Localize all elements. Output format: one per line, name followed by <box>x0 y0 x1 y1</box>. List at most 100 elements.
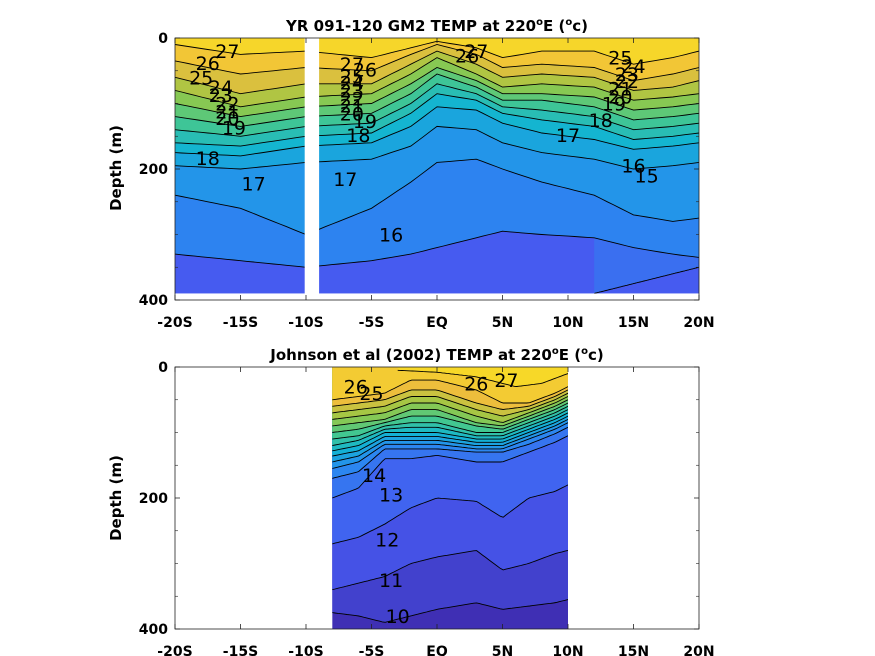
contour-label: 26 <box>353 59 377 81</box>
contour-label: 25 <box>359 383 383 405</box>
isotherm-26 <box>175 44 699 82</box>
contour-label: 27 <box>215 41 239 63</box>
contour-label: 16 <box>379 225 403 247</box>
isotherm-15 <box>332 422 569 469</box>
contour-label: 21 <box>340 95 364 117</box>
isotherm-20 <box>175 93 699 147</box>
y-axis-label: Depth (m) <box>107 455 125 541</box>
contour-label: 24 <box>209 77 233 99</box>
x-tick-label: -10S <box>288 644 323 656</box>
contour-label: 27 <box>464 41 488 63</box>
contour-label: 26 <box>455 46 479 68</box>
isotherm-23 <box>175 67 699 118</box>
contour-label: 17 <box>333 169 357 191</box>
contour-label: 22 <box>340 88 364 110</box>
y-tick-label: 400 <box>139 293 168 309</box>
y-tick-label: 0 <box>158 360 168 376</box>
contour-label: 17 <box>242 173 266 195</box>
contour-label: 23 <box>209 85 233 107</box>
contour-label: 11 <box>379 570 403 592</box>
x-tick-label: -5S <box>359 315 385 331</box>
isotherm-24 <box>332 392 569 417</box>
contour-label: 19 <box>602 94 626 116</box>
isotherm-18 <box>175 125 699 170</box>
isotherm-25 <box>175 50 699 95</box>
isotherm-20 <box>332 405 569 440</box>
y-tick-label: 400 <box>139 622 168 638</box>
contour-label: 26 <box>196 53 220 75</box>
x-tick-label: -10S <box>288 315 323 331</box>
isotherm-25 <box>332 389 569 410</box>
isotherm-23 <box>332 396 569 423</box>
x-tick-label: 20N <box>683 644 714 656</box>
isotherm-10 <box>332 599 569 623</box>
contour-label: 21 <box>215 101 239 123</box>
contour-label: 18 <box>196 148 220 170</box>
isotherm-16 <box>332 419 569 463</box>
isotherm-17 <box>175 158 699 235</box>
x-tick-label: 15N <box>618 315 649 331</box>
contour-label: 27 <box>494 370 518 392</box>
contour-label: 24 <box>621 56 645 78</box>
contour-label: 15 <box>635 166 659 188</box>
contour-label: 19 <box>353 111 377 133</box>
y-axis-label: Depth (m) <box>107 125 125 211</box>
x-tick-label: 10N <box>552 644 583 656</box>
contour-label: 23 <box>615 64 639 86</box>
contour-label: 21 <box>608 78 632 100</box>
x-tick-label: 15N <box>618 644 649 656</box>
contour-label: 13 <box>379 485 403 507</box>
contour-label: 26 <box>464 373 488 395</box>
contour-label: 22 <box>215 94 239 116</box>
isotherm-12 <box>332 484 569 545</box>
y-tick-label: 0 <box>158 31 168 47</box>
isotherm-22 <box>175 73 699 127</box>
y-tick-label: 200 <box>139 491 168 507</box>
panel-top: YR 091-120 GM2 TEMP at 220oE (oc) Depth … <box>107 17 715 331</box>
isotherm-19 <box>332 409 569 447</box>
data-gap <box>304 37 320 295</box>
contour-label: 18 <box>346 125 370 147</box>
contour-label: 20 <box>215 108 239 130</box>
contour-label: 20 <box>608 86 632 108</box>
contour-label: 18 <box>589 110 613 132</box>
isotherm-21 <box>175 83 699 137</box>
isotherm-11 <box>332 549 569 591</box>
x-tick-label: 10N <box>552 315 583 331</box>
x-tick-label: 5N <box>492 315 513 331</box>
contour-label: 23 <box>340 80 364 102</box>
contour-label: 25 <box>340 66 364 88</box>
x-tick-label: -20S <box>157 644 192 656</box>
x-tick-label: EQ <box>426 315 448 331</box>
axis-ticks: -20S -15S -10S -5S EQ 5N 10N 15N 20N 0 200 400 <box>139 31 715 331</box>
contour-label: 10 <box>386 606 410 628</box>
panel-bottom: Johnson et al (2002) TEMP at 220oE (oc) … <box>107 346 715 656</box>
x-tick-label: -15S <box>223 644 258 656</box>
x-tick-label: EQ <box>426 644 448 656</box>
contour-label: 12 <box>375 529 399 551</box>
contour-label: 26 <box>344 377 368 399</box>
contour-label: 17 <box>556 125 580 147</box>
isotherm-24 <box>175 57 699 108</box>
isotherm-18 <box>332 412 569 452</box>
temperature-field <box>332 367 569 629</box>
contour-label: 24 <box>340 73 364 95</box>
y-tick-label: 200 <box>139 162 168 178</box>
isotherm-16 <box>175 230 699 268</box>
isotherm-14 <box>332 426 569 479</box>
contour-label: 25 <box>189 67 213 89</box>
contour-label: 22 <box>615 71 639 93</box>
isotherm-22 <box>332 399 569 427</box>
x-tick-label: -20S <box>157 315 192 331</box>
contour-label: 20 <box>340 103 364 125</box>
isotherm-15 <box>594 266 699 294</box>
contour-label: 14 <box>362 465 386 487</box>
isotherm-26 <box>332 379 569 404</box>
isotherm-13 <box>332 435 569 499</box>
x-tick-label: 20N <box>683 315 714 331</box>
contour-label: 25 <box>608 48 632 70</box>
chart-title: Johnson et al (2002) TEMP at 220oE (oc) <box>269 346 603 364</box>
plot-area: 2726252423222120191817272625242322212019… <box>175 37 699 295</box>
